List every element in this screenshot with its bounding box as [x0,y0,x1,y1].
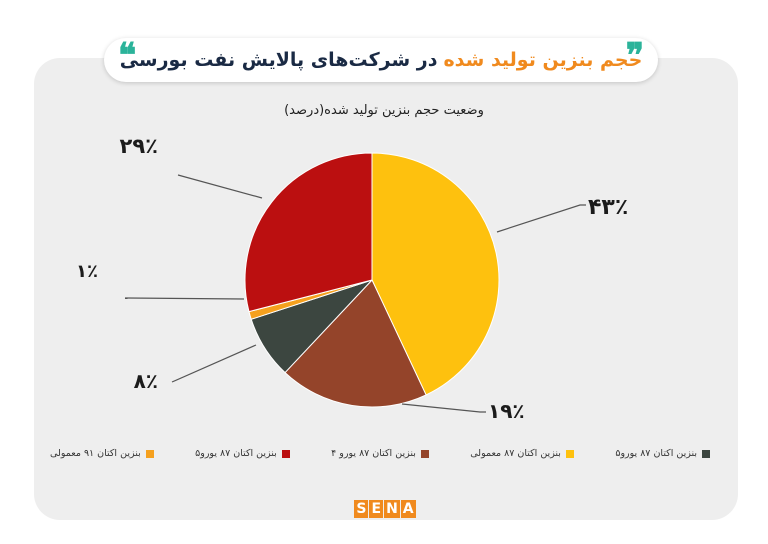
logo-letter: S [354,500,369,518]
legend-item: بنزین اکتان ۸۷ یورو۵ [615,448,710,459]
pie-slice [371,152,500,396]
legend-swatch [420,449,429,458]
legend-label: بنزین اکتان ۸۷ یورو۵ [615,448,697,459]
logo-letter: N [384,500,400,518]
legend-label: بنزین اکتان ۹۱ معمولی [50,448,141,459]
title-rest: در شرکت‌های پالایش نفت بورسی [119,49,438,71]
slice-percent-label: ۲۹٪ [120,134,158,158]
legend-swatch [565,449,574,458]
slice-percent-label: ۸٪ [134,369,158,393]
legend-item: بنزین اکتان ۸۷ معمولی [470,448,574,459]
title-highlight: حجم بنزین تولید شده [443,49,643,71]
legend-item: بنزین اکتان ۹۱ معمولی [50,448,154,459]
legend-swatch [281,449,290,458]
legend-label: بنزین اکتان ۸۷ معمولی [470,448,561,459]
pie-slice [244,152,373,313]
legend-label: بنزین اکتان ۸۷ یورو۵ [195,448,277,459]
slice-percent-label: ۱٪ [76,261,98,282]
chart-legend: بنزین اکتان ۹۱ معمولی بنزین اکتان ۸۷ یورو… [50,448,710,459]
page-title: ❞ حجم بنزین تولید شده در شرکت‌های پالایش… [104,36,658,82]
logo-letter: A [400,500,416,518]
leader-line [177,174,263,199]
legend-item: بنزین اکتان ۸۷ یورو۵ [195,448,290,459]
leader-line [171,344,257,383]
legend-item: بنزین اکتان ۸۷ یورو ۴ [331,448,429,459]
pie-slice [284,279,427,408]
open-quote-icon: ❞ [625,36,644,76]
chart-title: وضعیت حجم بنزین تولید شده(درصد) [284,103,484,118]
legend-swatch [702,449,710,458]
close-quote-icon: ❝ [118,36,137,76]
leader-line [124,297,245,300]
leader-line [496,204,586,233]
slice-percent-label: ۴۳٪ [588,195,628,220]
slice-percent-label: ۱۹٪ [488,399,525,423]
legend-label: بنزین اکتان ۸۷ یورو ۴ [331,448,416,459]
leader-line [401,403,486,413]
logo-letter: E [369,500,384,518]
legend-swatch [145,449,154,458]
